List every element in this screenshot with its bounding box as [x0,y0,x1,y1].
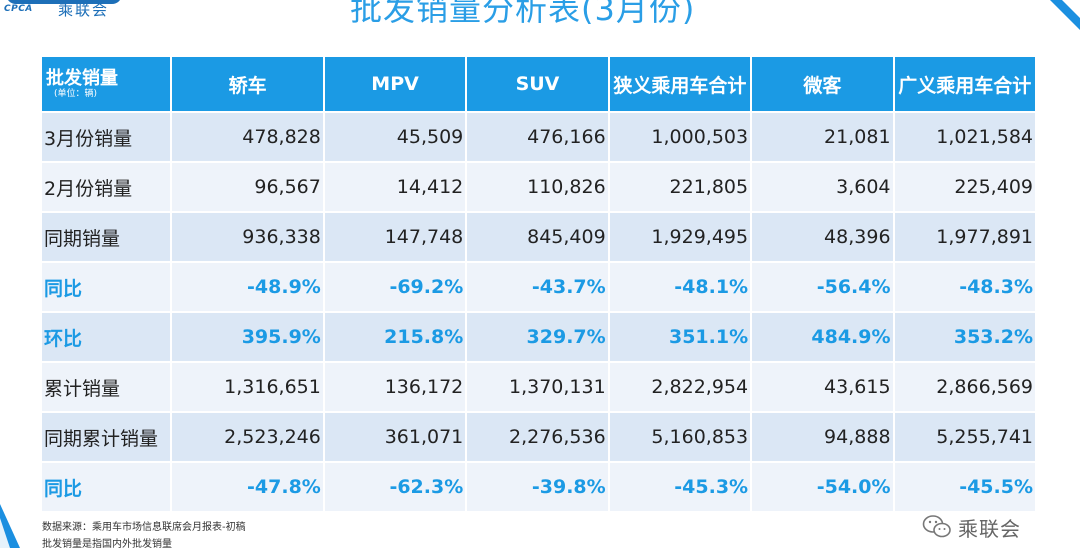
table-cell: 147,748 [324,213,466,261]
footnote-source: 数据来源：乘用车市场信息联席会月报表-初稿 [42,522,246,533]
table-cell: 1,977,891 [894,213,1035,261]
table-cell: 215.8% [324,313,466,361]
table-cell: 351.1% [609,313,751,361]
footnote-note: 批发销量是指国内外批发销量 [42,539,172,550]
row-label: 同比 [42,263,171,311]
table-cell: 221,805 [609,163,751,211]
table-cell: 1,929,495 [609,213,751,261]
table-cell: -48.9% [172,263,323,311]
corner-unit: (单位：辆) [54,88,98,99]
row-label: 同期累计销量 [42,413,171,461]
table-cell: -48.3% [894,263,1035,311]
table-cell: -56.4% [752,263,893,311]
table-cell: 96,567 [172,163,323,211]
corner-decoration-top-right-inner [1062,0,1080,18]
corner-title: 批发销量 [46,67,118,89]
table-cell: -48.1% [609,263,751,311]
logo-abbr: CPCA [4,4,33,14]
column-header: SUV [467,57,608,111]
watermark: 乘联会 [922,512,1021,542]
row-label: 累计销量 [42,363,171,411]
table-cell: 45,509 [324,113,466,161]
table-cell: 361,071 [324,413,466,461]
table-cell: 1,316,651 [172,363,323,411]
cpca-logo: CPCA 乘联会 [0,0,130,24]
table-cell: 94,888 [752,413,893,461]
page-title: 批发销量分析表(3月份) [350,0,696,28]
table-cell: 329.7% [467,313,608,361]
column-header: 狭义乘用车合计 [609,57,751,111]
column-header: 微客 [752,57,893,111]
table-cell: 353.2% [894,313,1035,361]
table-cell: 395.9% [172,313,323,361]
table-row: 2月份销量 96,567 14,412 110,826 221,805 3,60… [42,163,1035,211]
table-cell: -54.0% [752,463,893,511]
table-row: 3月份销量 478,828 45,509 476,166 1,000,503 2… [42,113,1035,161]
table-cell: 5,160,853 [609,413,751,461]
table-row: 同比 -48.9% -69.2% -43.7% -48.1% -56.4% -4… [42,263,1035,311]
table-cell: 936,338 [172,213,323,261]
table-cell: 2,822,954 [609,363,751,411]
table-cell: 5,255,741 [894,413,1035,461]
table-cell: -45.3% [609,463,751,511]
table-cell: 110,826 [467,163,608,211]
table-cell: -43.7% [467,263,608,311]
column-header: 轿车 [172,57,323,111]
table-row: 同期销量 936,338 147,748 845,409 1,929,495 4… [42,213,1035,261]
table-cell: -39.8% [467,463,608,511]
table-cell: 3,604 [752,163,893,211]
table-cell: 2,523,246 [172,413,323,461]
table-cell: -62.3% [324,463,466,511]
table-cell: 1,000,503 [609,113,751,161]
table-row: 同比 -47.8% -62.3% -39.8% -45.3% -54.0% -4… [42,463,1035,511]
row-label: 环比 [42,313,171,361]
wechat-icon [922,515,951,538]
table-cell: 845,409 [467,213,608,261]
table-cell: 21,081 [752,113,893,161]
table-cell: 14,412 [324,163,466,211]
column-header: MPV [324,57,466,111]
table-cell: -45.5% [894,463,1035,511]
table-cell: 48,396 [752,213,893,261]
sales-table: 批发销量 (单位：辆) 轿车 MPV SUV 狭义乘用车合计 微客 广义乘用车合… [40,55,1037,513]
table-row: 环比 395.9% 215.8% 329.7% 351.1% 484.9% 35… [42,313,1035,361]
table-cell: 1,021,584 [894,113,1035,161]
table-header-row: 批发销量 (单位：辆) 轿车 MPV SUV 狭义乘用车合计 微客 广义乘用车合… [42,57,1035,111]
row-label: 3月份销量 [42,113,171,161]
column-header: 广义乘用车合计 [894,57,1035,111]
logo-band [6,0,122,4]
table-corner-header: 批发销量 (单位：辆) [42,57,171,111]
table-cell: 478,828 [172,113,323,161]
row-label: 同期销量 [42,213,171,261]
table-cell: 484.9% [752,313,893,361]
table-cell: 2,276,536 [467,413,608,461]
table-cell: 476,166 [467,113,608,161]
corner-decoration-bottom-left-inner [0,518,10,548]
logo-name: 乘联会 [58,1,110,19]
table-cell: 136,172 [324,363,466,411]
watermark-text: 乘联会 [958,516,1021,541]
table-cell: 225,409 [894,163,1035,211]
row-label: 同比 [42,463,171,511]
table-cell: -69.2% [324,263,466,311]
table-row: 同期累计销量 2,523,246 361,071 2,276,536 5,160… [42,413,1035,461]
table-cell: 2,866,569 [894,363,1035,411]
row-label: 2月份销量 [42,163,171,211]
table-cell: 43,615 [752,363,893,411]
table-cell: -47.8% [172,463,323,511]
table-row: 累计销量 1,316,651 136,172 1,370,131 2,822,9… [42,363,1035,411]
table-cell: 1,370,131 [467,363,608,411]
